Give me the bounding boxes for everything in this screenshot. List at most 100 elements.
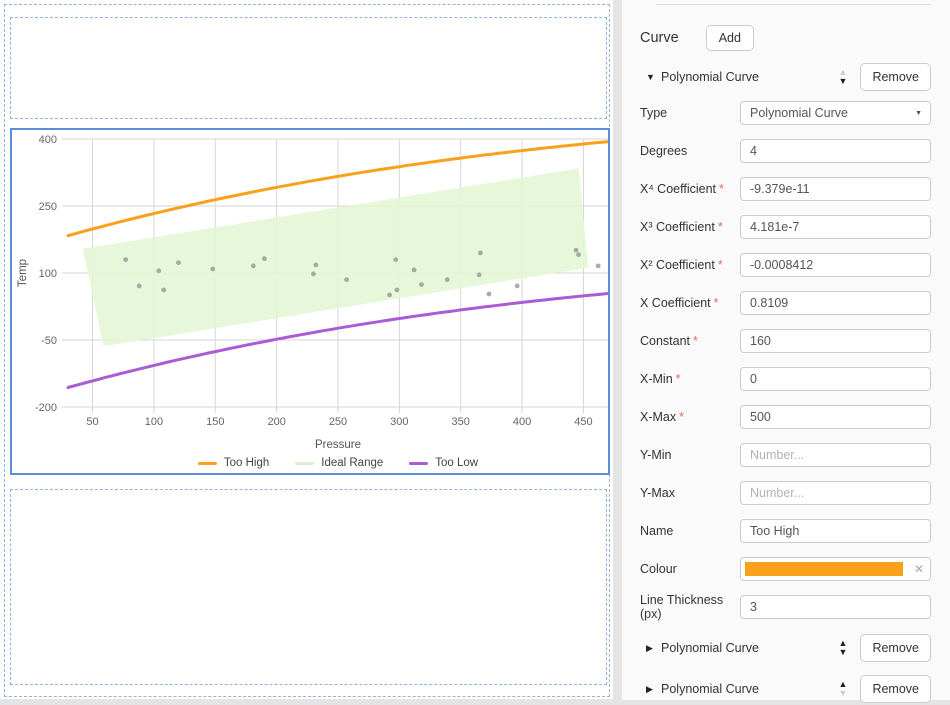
scatter-point <box>123 257 128 262</box>
line-thickness-px-input[interactable] <box>740 595 931 619</box>
required-asterisk: * <box>714 296 719 310</box>
y-max-label: Y-Max <box>640 486 740 500</box>
field-row-y-max: Y-Max <box>640 481 931 505</box>
field-row-name: Name <box>640 519 931 543</box>
scatter-point <box>137 284 142 289</box>
too-high-swatch <box>198 462 217 465</box>
curve-header-collapsed: ▶ Polynomial Curve ▲ ▼ Remove <box>646 674 931 704</box>
collapse-caret-icon[interactable]: ▼ <box>646 72 661 82</box>
y-tick-label: -50 <box>41 335 57 347</box>
colour-picker[interactable]: ✕ <box>740 557 931 581</box>
x-min-label: X-Min* <box>640 372 740 386</box>
ideal-range-area <box>83 168 589 346</box>
empty-drop-zone-top[interactable] <box>10 17 607 119</box>
remove-curve-button[interactable]: Remove <box>860 675 931 703</box>
x-tick-label: 350 <box>452 416 470 428</box>
add-curve-button[interactable]: Add <box>706 25 754 51</box>
scatter-point <box>487 292 492 297</box>
required-asterisk: * <box>676 372 681 386</box>
legend-item-ideal-range[interactable]: Ideal Range <box>295 457 383 469</box>
required-asterisk: * <box>719 182 724 196</box>
y-min-input[interactable] <box>740 443 931 467</box>
expand-caret-icon[interactable]: ▶ <box>646 643 661 654</box>
y-max-input[interactable] <box>740 481 931 505</box>
scatter-point <box>210 267 215 272</box>
x-tick-label: 300 <box>390 416 408 428</box>
scatter-point <box>387 292 392 297</box>
curve-fields: TypePolynomial Curve▼DegreesX⁴ Coefficie… <box>640 101 931 619</box>
constant-input[interactable] <box>740 329 931 353</box>
scatter-point <box>419 282 424 287</box>
empty-drop-zone-bottom[interactable] <box>10 489 607 685</box>
type-select[interactable]: Polynomial Curve▼ <box>740 101 931 125</box>
curve-header-collapsed: ▶ Polynomial Curve ▲ ▼ Remove <box>646 633 931 663</box>
chart-canvas: 400250100-50-200501001502002503003504004… <box>12 130 608 473</box>
curve-inspector-panel: Curve Add ▼ Polynomial Curve ▲ ▼ Remove … <box>622 0 950 700</box>
required-asterisk: * <box>718 220 723 234</box>
x-tick-label: 250 <box>329 416 347 428</box>
chart-legend: Too High Ideal Range Too Low <box>68 457 608 469</box>
scatter-point <box>262 256 267 261</box>
field-row-y-min: Y-Min <box>640 443 931 467</box>
required-asterisk: * <box>718 258 723 272</box>
curve-title: Polynomial Curve <box>661 682 759 696</box>
x-tick-label: 50 <box>86 416 98 428</box>
layout-container[interactable]: 400250100-50-200501001502002503003504004… <box>4 4 610 697</box>
field-row-x-coefficient: X Coefficient* <box>640 291 931 315</box>
scatter-point <box>156 268 161 273</box>
x2-coefficient-input[interactable] <box>740 253 931 277</box>
curve-title: Polynomial Curve <box>661 70 759 84</box>
selected-chart-panel[interactable]: 400250100-50-200501001502002503003504004… <box>10 128 610 475</box>
reorder-arrows: ▲ ▼ <box>839 680 848 698</box>
scatter-point <box>412 267 417 272</box>
ideal-range-swatch <box>295 462 314 465</box>
x-tick-label: 400 <box>513 416 531 428</box>
y-min-label: Y-Min <box>640 448 740 462</box>
move-down-icon[interactable]: ▼ <box>839 77 848 86</box>
x-axis-title: Pressure <box>68 439 608 451</box>
scatter-point <box>515 284 520 289</box>
x4-coefficient-input[interactable] <box>740 177 931 201</box>
x-max-input[interactable] <box>740 405 931 429</box>
required-asterisk: * <box>693 334 698 348</box>
degrees-input[interactable] <box>740 139 931 163</box>
x-coefficient-label: X Coefficient* <box>640 296 740 310</box>
clear-colour-icon[interactable]: ✕ <box>914 562 924 576</box>
x3-coefficient-label: X³ Coefficient* <box>640 220 740 234</box>
x2-coefficient-label: X² Coefficient* <box>640 258 740 272</box>
legend-item-too-low[interactable]: Too Low <box>409 457 478 469</box>
remove-curve-button[interactable]: Remove <box>860 634 931 662</box>
remove-curve-button[interactable]: Remove <box>860 63 931 91</box>
colour-swatch <box>745 562 903 576</box>
name-label: Name <box>640 524 740 538</box>
x3-coefficient-input[interactable] <box>740 215 931 239</box>
scatter-point <box>344 277 349 282</box>
move-down-icon[interactable]: ▼ <box>839 689 848 698</box>
required-asterisk: * <box>679 410 684 424</box>
panel-top-divider <box>656 4 931 5</box>
field-row-x3-coefficient: X³ Coefficient* <box>640 215 931 239</box>
curve-header-expanded: ▼ Polynomial Curve ▲ ▼ Remove <box>646 62 931 92</box>
x-tick-label: 200 <box>267 416 285 428</box>
constant-label: Constant* <box>640 334 740 348</box>
x-min-input[interactable] <box>740 367 931 391</box>
scatter-point <box>314 263 319 268</box>
legend-item-too-high[interactable]: Too High <box>198 457 269 469</box>
legend-label: Too High <box>224 457 269 469</box>
scatter-point <box>176 260 181 265</box>
scatter-point <box>393 257 398 262</box>
field-row-x2-coefficient: X² Coefficient* <box>640 253 931 277</box>
x-tick-label: 150 <box>206 416 224 428</box>
move-down-icon[interactable]: ▼ <box>839 648 848 657</box>
reorder-arrows: ▲ ▼ <box>839 639 848 657</box>
canvas-area: 400250100-50-200501001502002503003504004… <box>0 0 613 699</box>
scatter-point <box>395 288 400 293</box>
x-coefficient-input[interactable] <box>740 291 931 315</box>
expand-caret-icon[interactable]: ▶ <box>646 684 661 695</box>
scatter-point <box>574 248 579 253</box>
x-tick-label: 100 <box>145 416 163 428</box>
field-row-colour: Colour✕ <box>640 557 931 581</box>
section-title: Curve <box>640 30 679 46</box>
name-input[interactable] <box>740 519 931 543</box>
x4-coefficient-label: X⁴ Coefficient* <box>640 182 740 196</box>
